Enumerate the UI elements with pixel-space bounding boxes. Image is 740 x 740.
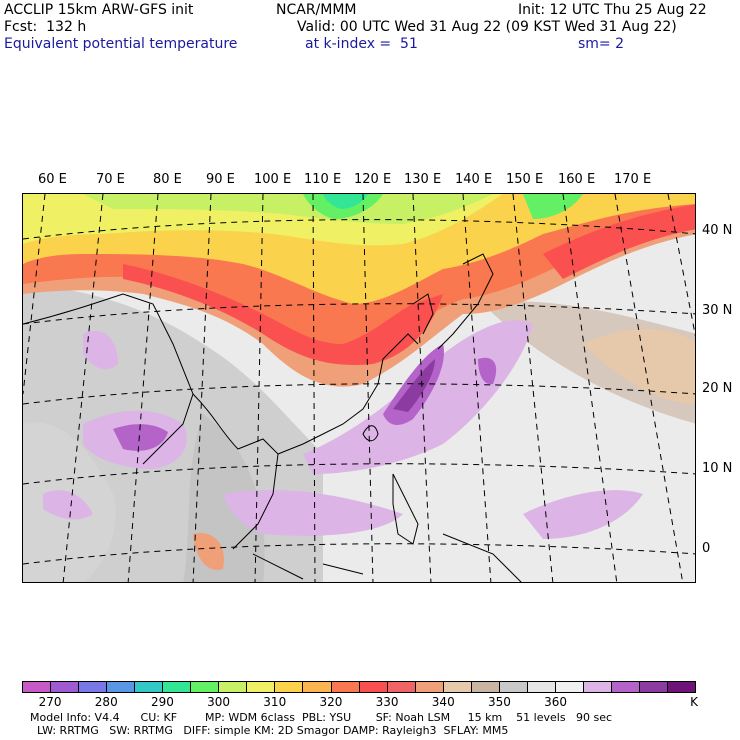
- map-panel: [22, 193, 696, 583]
- colorbar-tick-label: 330: [375, 695, 399, 709]
- color-swatch: [163, 682, 192, 692]
- color-swatch: [387, 682, 416, 692]
- color-swatch: [668, 682, 696, 692]
- lon-label: 120 E: [354, 172, 392, 187]
- lat-label: 20 N: [702, 381, 733, 396]
- color-swatch: [107, 682, 136, 692]
- lat-label: 10 N: [702, 461, 733, 476]
- colorbar-tick-label: 280: [94, 695, 118, 709]
- colorbar-tick-label: 310: [263, 695, 287, 709]
- lat-label: 0: [702, 541, 711, 556]
- model-title: ACCLIP 15km ARW-GFS init: [4, 2, 194, 18]
- color-swatch: [23, 682, 52, 692]
- smoothing-info: sm= 2: [578, 36, 625, 52]
- lon-label: 70 E: [96, 172, 125, 187]
- lon-label: 80 E: [153, 172, 182, 187]
- color-swatch: [583, 682, 612, 692]
- lon-label: 160 E: [558, 172, 596, 187]
- color-swatch: [640, 682, 669, 692]
- color-swatch: [135, 682, 164, 692]
- lon-label: 60 E: [38, 172, 67, 187]
- color-swatch: [79, 682, 108, 692]
- color-swatch: [303, 682, 332, 692]
- lon-label: 170 E: [614, 172, 652, 187]
- colorbar-tick-label: 340: [431, 695, 455, 709]
- color-swatch: [471, 682, 500, 692]
- color-swatch: [443, 682, 472, 692]
- lon-label: 110 E: [304, 172, 342, 187]
- color-swatch: [51, 682, 80, 692]
- colorbar-tick-label: 350: [487, 695, 511, 709]
- model-info-line: Model Info: V4.4 CU: KF MP: WDM 6class P…: [30, 711, 613, 724]
- valid-time: Valid: 00 UTC Wed 31 Aug 22 (09 KST Wed …: [297, 19, 677, 35]
- color-swatch: [499, 682, 528, 692]
- theta-e-field: [23, 194, 695, 582]
- colorbar-tick-label: 300: [207, 695, 231, 709]
- institution-label: NCAR/MMM: [276, 2, 357, 18]
- lon-label: 90 E: [206, 172, 235, 187]
- color-swatch: [611, 682, 641, 692]
- color-swatch: [527, 682, 556, 692]
- lat-label: 40 N: [702, 223, 733, 238]
- color-swatch: [275, 682, 304, 692]
- init-time: Init: 12 UTC Thu 25 Aug 22: [518, 2, 707, 18]
- field-name: Equivalent potential temperature: [4, 36, 238, 52]
- colorbar-tick-label: 360: [544, 695, 568, 709]
- color-scale-bar: [22, 681, 696, 693]
- color-swatch: [555, 682, 584, 692]
- lon-label: 140 E: [455, 172, 493, 187]
- color-swatch: [359, 682, 388, 692]
- color-swatch: [331, 682, 360, 692]
- lon-label: 150 E: [506, 172, 544, 187]
- lon-label: 100 E: [254, 172, 292, 187]
- colorbar-tick-label: 270: [38, 695, 62, 709]
- color-swatch: [415, 682, 444, 692]
- colorbar-tick-label: 320: [319, 695, 343, 709]
- colorbar-tick-label: K: [690, 695, 698, 709]
- color-swatch: [219, 682, 248, 692]
- forecast-hour: Fcst: 132 h: [4, 19, 87, 35]
- physics-info-line: LW: RRTMG SW: RRTMG DIFF: simple KM: 2D …: [30, 724, 509, 737]
- color-swatch: [247, 682, 276, 692]
- level-info: at k-index = 51: [305, 36, 418, 52]
- color-swatch: [191, 682, 220, 692]
- lon-label: 130 E: [404, 172, 442, 187]
- lat-label: 30 N: [702, 303, 733, 318]
- colorbar-tick-label: 290: [150, 695, 174, 709]
